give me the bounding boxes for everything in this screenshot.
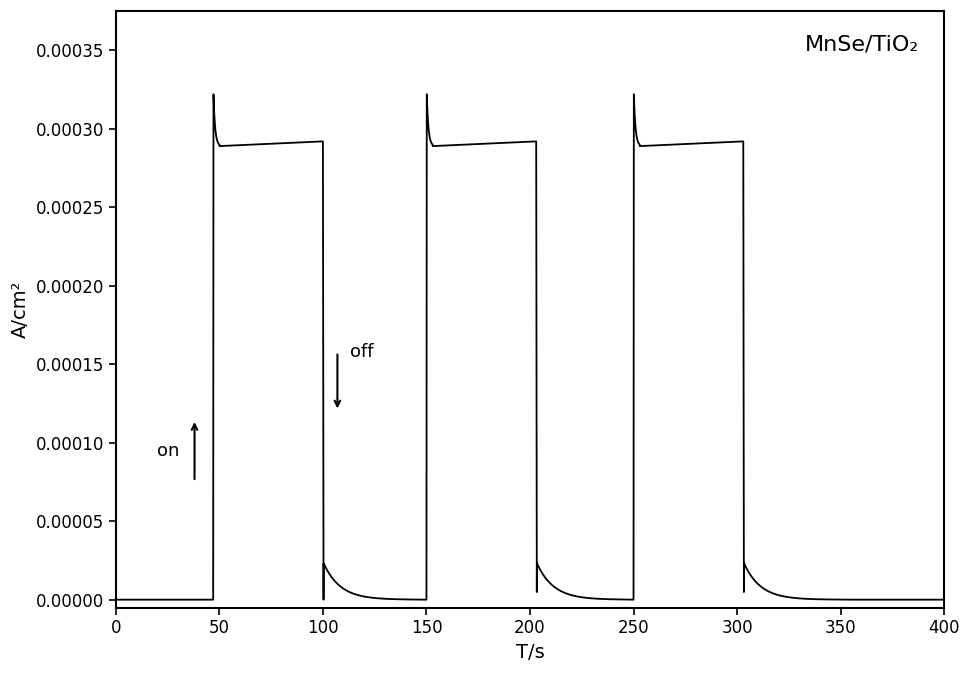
Text: on: on (157, 441, 180, 460)
Y-axis label: A/cm²: A/cm² (11, 281, 30, 338)
Text: off: off (350, 343, 373, 361)
Text: MnSe/TiO₂: MnSe/TiO₂ (805, 35, 920, 55)
X-axis label: T/s: T/s (516, 643, 545, 662)
